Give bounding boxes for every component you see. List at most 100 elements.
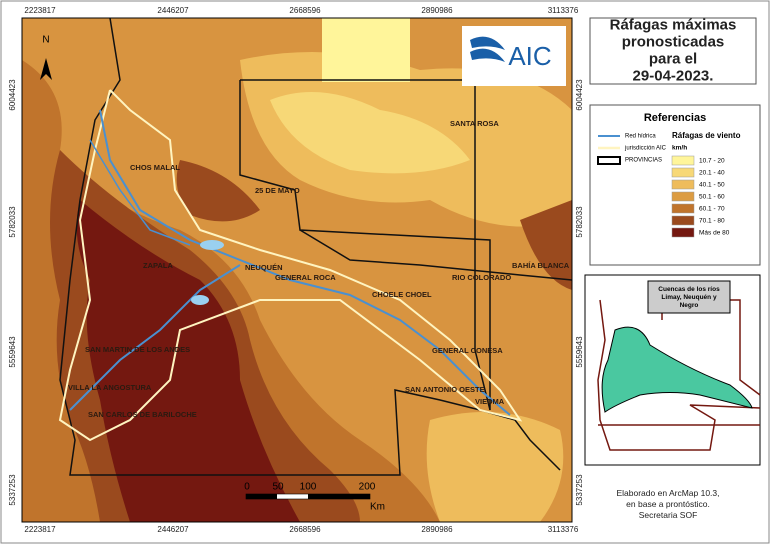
title: Ráfagas máximas pronosticadas para el 29-04…: [610, 16, 737, 84]
place-label: 25 DE MAYO: [255, 186, 300, 195]
legend-swatch: [671, 215, 695, 226]
coord-label: 5559643: [575, 336, 584, 368]
legend-class-label: Más de 80: [699, 230, 730, 237]
legend-class-label: 20.1 - 40: [699, 170, 725, 177]
lake: [200, 240, 224, 250]
frame-border: [21, 17, 573, 523]
place-label: SAN ANTONIO OESTE: [405, 385, 485, 394]
coord-label: 2890986: [421, 525, 453, 534]
scale-label: 200: [359, 482, 376, 493]
inset-map: Cuencas de los ríos Limay, Neuquén y Negro: [584, 274, 761, 466]
place-label: GENERAL CONESA: [432, 346, 503, 355]
legend-swatch: [671, 203, 695, 214]
scale-bar-seg: [308, 494, 370, 499]
wind-zone: [426, 412, 564, 522]
coord-label: 5559643: [8, 336, 17, 368]
legend-class-label: 70.1 - 80: [699, 218, 725, 225]
scale-label: 50: [272, 482, 284, 493]
coord-label: 5782033: [575, 206, 584, 238]
legend-swatch: [671, 167, 695, 178]
place-label: VILLA LA ANGOSTURA: [68, 383, 152, 392]
text-line: Elaborado en ArcMap 10.3,: [616, 488, 719, 498]
title-box: [589, 17, 757, 85]
text-line: pronosticadas: [622, 33, 725, 50]
place-label: VIEDMA: [475, 397, 505, 406]
text-line: Ráfagas máximas: [610, 16, 737, 33]
legend-class-label: 10.7 - 20: [699, 158, 725, 165]
place-label: BAHÍA BLANCA: [512, 261, 570, 270]
scale-bar-seg: [246, 494, 277, 499]
scale-unit: Km: [370, 502, 385, 513]
place-label: NEUQUÉN: [245, 263, 283, 272]
logo-icon: [470, 36, 505, 62]
text-line: en base a prontóstico.: [626, 499, 710, 509]
wind-zone: [176, 160, 260, 222]
river: [69, 264, 241, 411]
legend-class-label: 50.1 - 60: [699, 194, 725, 201]
coord-label: 2446207: [157, 525, 189, 534]
province-border: [299, 229, 573, 281]
text-line: Negro: [680, 302, 699, 309]
classes-title: Ráfagas de viento: [672, 131, 741, 140]
inset-border: [597, 299, 761, 451]
river: [89, 139, 191, 246]
coord-label: 3113376: [548, 525, 579, 534]
coord-label: 5782033: [8, 206, 17, 238]
legend-class-label: 60.1 - 70: [699, 206, 725, 213]
wind-zone: [76, 200, 301, 522]
coord-label: 5337253: [575, 474, 584, 506]
place-label: RIO COLORADO: [452, 273, 511, 282]
north-label: N: [42, 35, 49, 46]
place-label: SAN MARTIN DE LOS ANDES: [85, 345, 190, 354]
coord-label: 3113376: [548, 6, 579, 15]
place-label: CHOS MALAL: [130, 163, 180, 172]
wind-zone: [270, 92, 470, 174]
place-label: SAN CARLOS DE BARILOCHE: [88, 410, 197, 419]
legend: Referencias Ráfagas de viento km/h Red h…: [589, 104, 761, 266]
basin: [601, 326, 753, 413]
legend-line-label: Red hídrica: [625, 134, 656, 140]
logo-text: AIC: [508, 41, 551, 71]
text-line: Secretaria SOF: [639, 510, 698, 520]
coord-label: 2668596: [289, 525, 321, 534]
legend-swatch: [671, 179, 695, 190]
scale-label: 100: [300, 482, 317, 493]
legend-swatch: [671, 155, 695, 166]
coord-label: 2446207: [157, 6, 189, 15]
place-label: ZAPALA: [143, 261, 173, 270]
title-panel: Ráfagas máximas pronosticadas para el 29-04…: [589, 16, 757, 85]
wind-zone: [520, 200, 572, 290]
north-arrow: [40, 58, 52, 80]
legend-line-label: jurisdicción AIC: [624, 146, 667, 152]
coord-label: 6004423: [8, 79, 17, 111]
coord-label: 2890986: [421, 6, 453, 15]
province-border: [240, 79, 491, 411]
text-line: 29-04-2023.: [633, 67, 714, 84]
classes-unit: km/h: [672, 145, 687, 152]
legend-swatch: [671, 191, 695, 202]
credit: Elaborado en ArcMap 10.3, en base a pront…: [616, 488, 719, 520]
coord-label: 2668596: [289, 6, 321, 15]
legend-province: [597, 156, 621, 165]
lake: [191, 295, 209, 305]
inset-title-box: [647, 280, 731, 314]
inset-title: Cuencas de los ríos Limay, Neuquén y Negro: [658, 286, 720, 309]
map-frame: N AIC CHOS MALAL 25 DE MAYO SANTA ROSA ZAPA…: [21, 17, 573, 523]
legend-class-label: 40.1 - 50: [699, 182, 725, 189]
scale-label: 0: [244, 482, 250, 493]
place-label: CHOELE CHOEL: [372, 290, 432, 299]
legend-title: Referencias: [644, 112, 706, 124]
coord-label: 5337253: [8, 474, 17, 506]
coord-label: 2223817: [24, 6, 56, 15]
province-border: [239, 80, 491, 410]
place-label: GENERAL ROCA: [275, 273, 336, 282]
coord-label: 6004423: [575, 79, 584, 111]
text-line: Limay, Neuquén y: [661, 294, 717, 301]
coord-label: 2223817: [24, 525, 56, 534]
place-label: SANTA ROSA: [450, 119, 499, 128]
aic-jurisdiction: [58, 89, 523, 442]
legend-line-label: PROVINCIAS: [625, 158, 662, 164]
